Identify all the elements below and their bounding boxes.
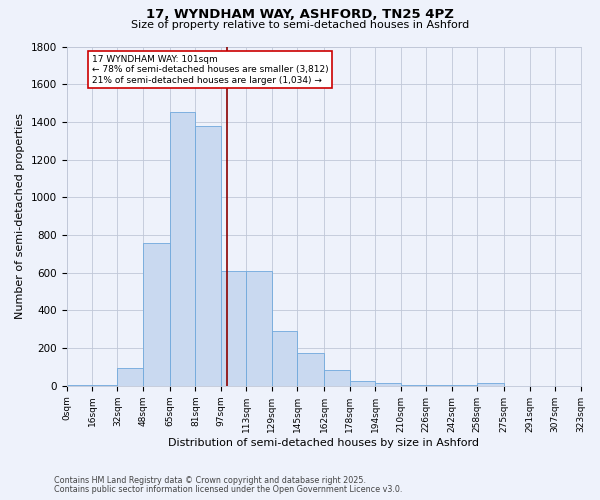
- Bar: [401, 385, 426, 386]
- Bar: [170, 112, 196, 386]
- Bar: [118, 368, 143, 386]
- Text: Contains public sector information licensed under the Open Government Licence v3: Contains public sector information licen…: [54, 485, 403, 494]
- Y-axis label: Number of semi-detached properties: Number of semi-detached properties: [15, 113, 25, 319]
- Bar: [477, 383, 504, 386]
- Text: 17, WYNDHAM WAY, ASHFORD, TN25 4PZ: 17, WYNDHAM WAY, ASHFORD, TN25 4PZ: [146, 8, 454, 20]
- Text: Size of property relative to semi-detached houses in Ashford: Size of property relative to semi-detach…: [131, 20, 469, 30]
- Text: Contains HM Land Registry data © Crown copyright and database right 2025.: Contains HM Land Registry data © Crown c…: [54, 476, 366, 485]
- Bar: [92, 385, 118, 386]
- Bar: [375, 383, 401, 386]
- Bar: [67, 385, 92, 386]
- Bar: [196, 126, 221, 386]
- Bar: [221, 271, 247, 386]
- Text: 17 WYNDHAM WAY: 101sqm
← 78% of semi-detached houses are smaller (3,812)
21% of : 17 WYNDHAM WAY: 101sqm ← 78% of semi-det…: [92, 55, 329, 85]
- Bar: [247, 271, 272, 386]
- Bar: [426, 385, 452, 386]
- Bar: [452, 385, 477, 386]
- Bar: [297, 353, 325, 386]
- Bar: [350, 380, 375, 386]
- Bar: [272, 331, 297, 386]
- X-axis label: Distribution of semi-detached houses by size in Ashford: Distribution of semi-detached houses by …: [168, 438, 479, 448]
- Bar: [325, 370, 350, 386]
- Bar: [143, 242, 170, 386]
